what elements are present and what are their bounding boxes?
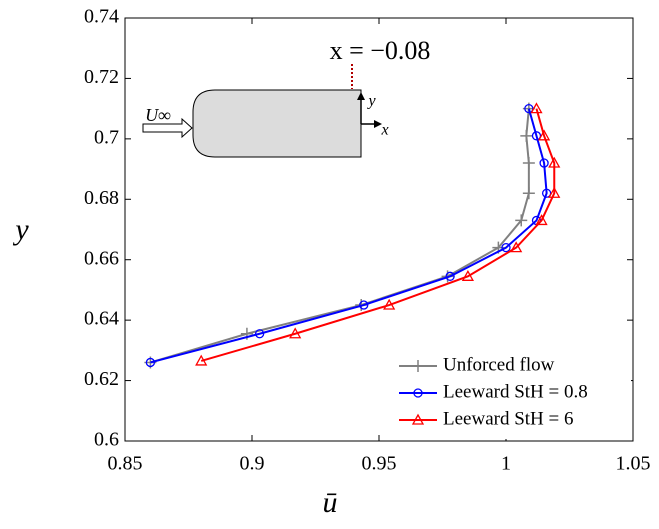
legend-label: Unforced flow xyxy=(443,354,555,375)
y-tick-label: 0.74 xyxy=(84,6,119,28)
annotation: x xyxy=(380,122,388,139)
x-tick-label: 0.9 xyxy=(240,453,265,475)
marker xyxy=(541,188,552,198)
marker xyxy=(145,357,156,368)
x-tick-label: 1 xyxy=(501,453,511,475)
y-tick-label: 0.64 xyxy=(84,308,119,330)
x-axis-label: ū xyxy=(323,486,338,519)
marker xyxy=(548,156,561,168)
legend: Unforced flow Leeward StH = 0.8 Leeward St… xyxy=(393,349,631,439)
series-line xyxy=(200,108,556,362)
marker xyxy=(548,186,561,198)
marker xyxy=(195,354,208,366)
annotation: x = −0.08 xyxy=(330,36,431,65)
y-tick-label: 0.62 xyxy=(84,368,119,390)
marker xyxy=(510,241,523,253)
marker xyxy=(530,102,543,114)
body-shape xyxy=(192,89,362,158)
x-tick-label: 0.85 xyxy=(108,453,143,475)
marker xyxy=(501,242,511,253)
marker xyxy=(254,329,265,339)
marker xyxy=(520,129,533,142)
series-line xyxy=(150,108,548,364)
flow-arrow xyxy=(142,117,193,139)
y-tick-label: 0.72 xyxy=(84,66,119,88)
marker xyxy=(539,158,549,168)
annotation: y xyxy=(366,93,376,110)
marker xyxy=(515,214,528,227)
marker xyxy=(289,327,302,339)
legend-label: Leeward StH = 0.8 xyxy=(443,381,588,402)
marker xyxy=(359,300,369,310)
y-tick-label: 0.7 xyxy=(94,126,119,148)
y-tick-label: 0.66 xyxy=(84,247,119,269)
y-tick-label: 0.6 xyxy=(94,429,119,451)
marker xyxy=(445,271,455,281)
inset-diagram: x = −0.08 U∞ y x xyxy=(142,36,431,158)
marker xyxy=(413,388,423,398)
marker xyxy=(411,413,425,425)
marker xyxy=(535,214,548,226)
marker xyxy=(522,157,535,170)
y-axis-label: y xyxy=(12,213,29,246)
marker xyxy=(531,131,542,141)
marker xyxy=(383,298,396,310)
series xyxy=(145,103,552,368)
marker xyxy=(524,103,534,114)
series xyxy=(195,102,561,366)
x-tick-label: 1.05 xyxy=(616,453,651,475)
annotation: U∞ xyxy=(145,105,171,125)
y-tick-label: 0.68 xyxy=(84,187,119,209)
marker xyxy=(522,187,535,200)
marker xyxy=(537,129,551,141)
series-line xyxy=(150,108,530,364)
series xyxy=(144,102,535,369)
marker xyxy=(412,360,424,372)
arrow-head xyxy=(374,120,382,128)
x-tick-label: 0.95 xyxy=(362,453,397,475)
legend-label: Leeward StH = 6 xyxy=(443,408,574,429)
marker xyxy=(461,269,475,281)
arrow-head xyxy=(357,92,365,100)
